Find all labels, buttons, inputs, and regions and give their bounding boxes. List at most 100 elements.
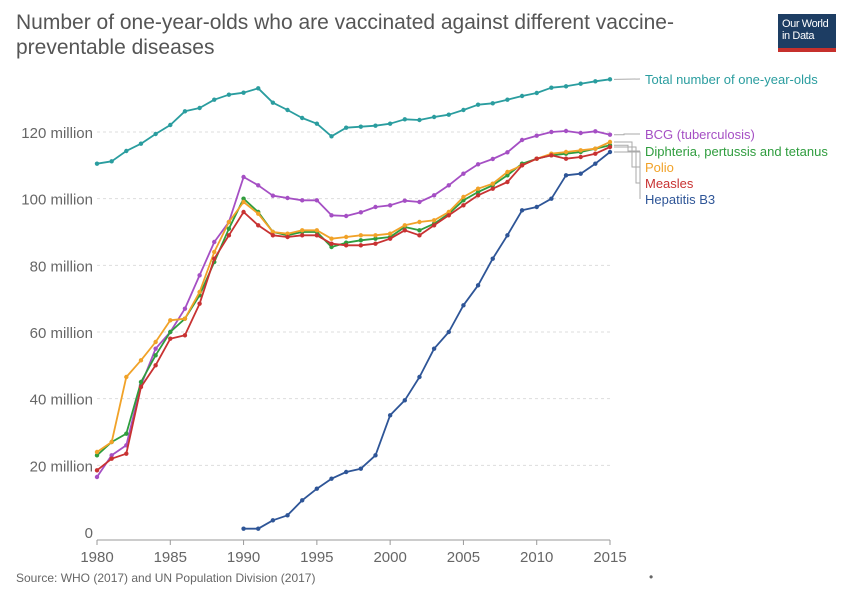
- chart-title: Number of one-year-olds who are vaccinat…: [16, 11, 674, 59]
- y-tick-label: 120 million: [21, 125, 93, 142]
- data-point: [505, 97, 510, 102]
- data-point: [285, 513, 290, 518]
- grid-lines: [97, 131, 610, 466]
- data-point: [505, 169, 510, 175]
- data-point: [549, 153, 554, 158]
- data-point: [153, 346, 158, 351]
- data-point: [138, 141, 144, 146]
- data-point: [256, 183, 261, 188]
- source-note: Source: WHO (2017) and UN Population Div…: [16, 571, 316, 585]
- footer-mark: •: [649, 570, 654, 584]
- series-line-3: [96, 141, 611, 453]
- series-line-2: [96, 144, 611, 456]
- data-point: [197, 301, 202, 306]
- data-point: [197, 289, 202, 295]
- legend-label: Total number of one-year-olds: [645, 72, 818, 87]
- data-point: [94, 474, 100, 480]
- data-point: [475, 283, 481, 288]
- data-point: [607, 132, 613, 137]
- data-point: [343, 469, 349, 475]
- data-point: [94, 449, 100, 455]
- data-point: [417, 228, 422, 233]
- data-point: [270, 193, 276, 198]
- data-point: [343, 234, 349, 240]
- data-point: [402, 117, 407, 122]
- data-point: [94, 468, 100, 473]
- legend-connector: [614, 144, 640, 152]
- data-point: [329, 244, 334, 250]
- series-group: [94, 77, 613, 531]
- data-point: [241, 90, 246, 95]
- data-point: [256, 223, 261, 228]
- data-point: [402, 398, 407, 403]
- y-tick-label: 20 million: [30, 458, 93, 475]
- legend-connector: [614, 146, 640, 184]
- data-point: [563, 173, 569, 178]
- data-point: [358, 210, 364, 215]
- data-point: [373, 204, 378, 210]
- x-tick-label: 1995: [300, 549, 333, 566]
- x-tick-label: 1985: [154, 549, 187, 566]
- owid-logo[interactable]: Our World in Data: [778, 14, 836, 52]
- data-point: [270, 518, 276, 523]
- data-point: [197, 273, 202, 278]
- data-point: [241, 174, 246, 180]
- data-point: [402, 228, 407, 233]
- data-point: [300, 228, 305, 233]
- legend-connector: [614, 151, 641, 199]
- data-point: [593, 161, 598, 166]
- data-point: [446, 183, 451, 188]
- data-point: [593, 79, 598, 84]
- x-tick-label: 1980: [80, 549, 113, 566]
- data-point: [431, 114, 437, 120]
- data-point: [578, 81, 583, 86]
- data-point: [431, 218, 437, 223]
- data-point: [124, 148, 129, 154]
- data-point: [241, 209, 246, 215]
- data-point: [314, 198, 320, 203]
- data-point: [343, 213, 349, 219]
- data-point: [212, 239, 217, 245]
- data-point: [417, 117, 422, 123]
- data-point: [343, 125, 349, 130]
- data-point: [109, 439, 114, 445]
- data-point: [446, 209, 451, 215]
- logo-text: Our World in Data: [782, 18, 829, 42]
- data-point: [358, 243, 364, 248]
- legend-labels: Total number of one-year-olds BCG (tuberc…: [613, 72, 828, 207]
- data-point: [314, 228, 320, 233]
- data-point: [153, 363, 158, 368]
- data-point: [475, 162, 481, 167]
- data-point: [490, 256, 495, 261]
- data-point: [329, 476, 334, 481]
- data-point: [534, 90, 539, 96]
- y-tick-label: 100 million: [21, 192, 93, 209]
- data-point: [593, 129, 598, 134]
- y-tick-label: 40 million: [30, 392, 93, 409]
- data-point: [358, 233, 364, 238]
- data-point: [607, 139, 613, 145]
- data-point: [153, 353, 158, 358]
- y-tick-label: 60 million: [30, 325, 93, 342]
- data-point: [285, 195, 290, 201]
- data-point: [563, 156, 569, 161]
- data-point: [197, 105, 202, 111]
- data-point: [212, 97, 217, 102]
- data-point: [593, 151, 598, 156]
- data-point: [549, 85, 554, 90]
- data-point: [329, 236, 334, 241]
- data-point: [94, 161, 100, 166]
- data-point: [138, 384, 144, 390]
- data-point: [168, 122, 173, 128]
- data-point: [417, 233, 422, 238]
- data-point: [387, 236, 393, 241]
- data-point: [578, 130, 583, 136]
- data-point: [256, 526, 261, 531]
- data-point: [563, 128, 569, 134]
- data-point: [475, 186, 481, 191]
- data-point: [578, 154, 583, 160]
- data-point: [387, 231, 393, 236]
- data-point: [490, 156, 495, 162]
- data-point: [256, 86, 261, 91]
- data-point: [402, 198, 407, 203]
